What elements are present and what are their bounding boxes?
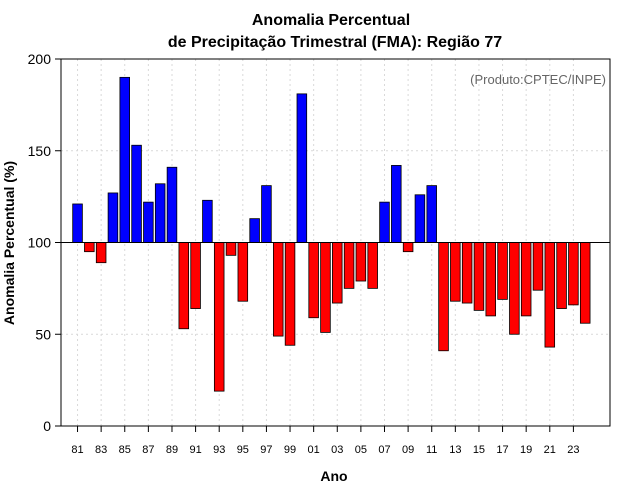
bar-20	[532, 242, 544, 291]
xtick-label: 19	[520, 444, 532, 456]
xtick-label: 21	[544, 444, 556, 456]
chart-title-line2: de Precipitação Trimestral (FMA): Região…	[168, 34, 502, 51]
bar-13	[450, 242, 461, 302]
xtick-label: 05	[355, 444, 367, 456]
bar-08	[391, 165, 402, 243]
bar-21	[544, 242, 556, 348]
bar-90	[178, 242, 190, 330]
ytick-label: 0	[43, 418, 51, 434]
bar-89	[166, 166, 178, 243]
bar-83	[95, 242, 107, 264]
bar-10	[414, 194, 426, 243]
bar-12	[438, 242, 449, 352]
xtick-label: 11	[426, 444, 437, 456]
bar-95	[237, 242, 249, 302]
bar-17	[497, 242, 508, 300]
bar-01	[308, 242, 319, 319]
bar-18	[509, 242, 520, 335]
bar-91	[190, 242, 201, 309]
bar-11	[426, 185, 437, 243]
bar-22	[556, 242, 567, 309]
bar-93	[213, 242, 225, 392]
x-axis-label: Ano	[320, 468, 347, 484]
bar-98	[272, 242, 284, 337]
bar-24	[579, 242, 591, 324]
ytick-label: 100	[28, 235, 52, 251]
bar-97	[261, 185, 272, 243]
watermark: (Produto:CPTEC/INPE)	[470, 72, 606, 87]
bar-85	[119, 76, 130, 243]
bar-03	[332, 242, 343, 304]
bar-92	[202, 199, 213, 243]
y-axis-ticks: 0 50 100 150 200	[28, 51, 61, 434]
xtick-label: 93	[213, 444, 225, 456]
chart-title-line1: Anomalia Percentual	[252, 12, 410, 29]
xtick-label: 07	[378, 444, 390, 456]
bar-02	[320, 242, 331, 333]
bar-88	[154, 183, 166, 243]
xtick-label: 87	[142, 444, 154, 456]
xtick-label: 99	[284, 444, 296, 456]
xtick-label: 13	[449, 444, 461, 456]
xtick-label: 91	[189, 444, 201, 456]
bar-series	[72, 76, 591, 392]
xtick-label: 83	[95, 444, 107, 456]
bar-15	[473, 242, 485, 311]
xtick-label: 89	[166, 444, 178, 456]
bar-09	[402, 242, 414, 253]
bar-94	[225, 242, 237, 256]
bar-14	[461, 242, 473, 304]
bar-00	[296, 93, 308, 243]
x-axis-ticks: 81 83 85 87 89 91 93 95 97 99 01 03 05 07 09 11 13 15 17 19…	[71, 426, 580, 456]
xtick-label: 15	[473, 444, 485, 456]
bar-99	[284, 242, 296, 346]
bar-06	[367, 242, 378, 289]
grid-lines	[61, 58, 610, 427]
xtick-label: 81	[71, 444, 83, 456]
bar-86	[131, 144, 142, 243]
xtick-label: 95	[237, 444, 249, 456]
bar-04	[343, 242, 355, 289]
ytick-label: 200	[28, 51, 52, 67]
xtick-label: 01	[308, 444, 320, 456]
y-axis-label: Anomalia Percentual (%)	[1, 161, 17, 325]
xtick-label: 03	[331, 444, 343, 456]
ytick-label: 150	[28, 143, 52, 159]
bar-05	[355, 242, 367, 282]
xtick-label: 17	[496, 444, 508, 456]
xtick-label: 85	[119, 444, 131, 456]
bar-16	[485, 242, 496, 317]
bar-82	[84, 242, 95, 253]
bar-96	[249, 218, 260, 243]
bar-81	[72, 203, 83, 243]
bar-84	[107, 192, 119, 243]
bar-23	[568, 242, 579, 306]
bar-19	[520, 242, 532, 317]
bar-07	[379, 201, 390, 243]
bar-87	[143, 201, 154, 243]
xtick-label: 23	[567, 444, 579, 456]
xtick-label: 09	[402, 444, 414, 456]
xtick-label: 97	[260, 444, 272, 456]
ytick-label: 50	[35, 326, 51, 342]
